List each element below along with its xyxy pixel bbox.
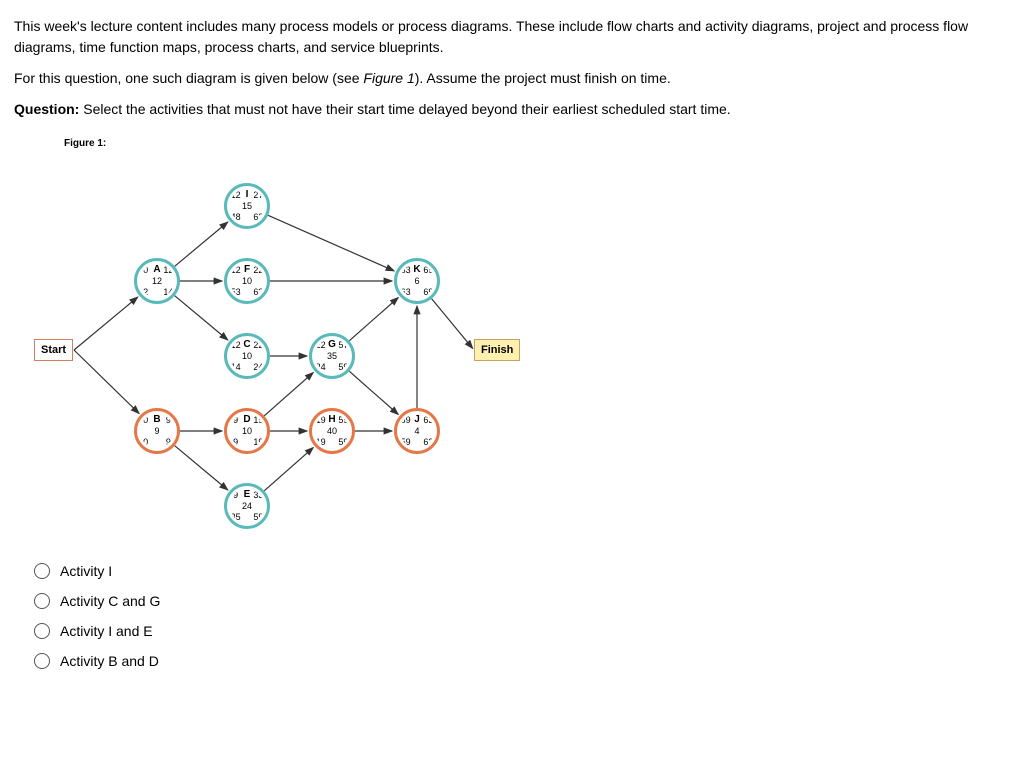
option-label: Activity B and D <box>60 653 159 669</box>
answer-options: Activity I Activity C and G Activity I and… <box>34 563 1010 669</box>
activity-node-C: 12C22101424 <box>224 333 270 379</box>
activity-node-H: 19H59401959 <box>309 408 355 454</box>
activity-node-F: 12F22105363 <box>224 258 270 304</box>
finish-node: Finish <box>474 339 520 361</box>
activity-node-E: 9E33243559 <box>224 483 270 529</box>
start-node: Start <box>34 339 73 361</box>
activity-node-J: 59J6345963 <box>394 408 440 454</box>
figure-label: Figure 1: <box>64 138 1010 149</box>
question-line: Question: Select the activities that mus… <box>14 99 1010 120</box>
radio-icon[interactable] <box>34 653 50 669</box>
intro-paragraph-2: For this question, one such diagram is g… <box>14 68 1010 89</box>
activity-node-D: 9D1910919 <box>224 408 270 454</box>
figure-ref: Figure 1 <box>363 70 414 86</box>
intro-p2-c: ). Assume the project must finish on tim… <box>415 70 671 86</box>
activity-node-K: 63K6966369 <box>394 258 440 304</box>
option-label: Activity C and G <box>60 593 160 609</box>
activity-node-G: 22G57352459 <box>309 333 355 379</box>
activity-node-A: 0A1212214 <box>134 258 180 304</box>
radio-icon[interactable] <box>34 563 50 579</box>
answer-option-3[interactable]: Activity B and D <box>34 653 1010 669</box>
option-label: Activity I <box>60 563 112 579</box>
activity-node-I: 12I27154863 <box>224 183 270 229</box>
intro-p2-a: For this question, one such diagram is g… <box>14 70 363 86</box>
answer-option-1[interactable]: Activity C and G <box>34 593 1010 609</box>
intro-paragraph-1: This week's lecture content includes man… <box>14 16 1010 58</box>
option-label: Activity I and E <box>60 623 153 639</box>
answer-option-0[interactable]: Activity I <box>34 563 1010 579</box>
question-text: Select the activities that must not have… <box>79 101 730 117</box>
radio-icon[interactable] <box>34 593 50 609</box>
question-label: Question: <box>14 101 79 117</box>
activity-network-diagram: Start Finish 12I27154863 0A1212214 12F221053… <box>24 153 584 533</box>
radio-icon[interactable] <box>34 623 50 639</box>
answer-option-2[interactable]: Activity I and E <box>34 623 1010 639</box>
activity-node-B: 0B9909 <box>134 408 180 454</box>
